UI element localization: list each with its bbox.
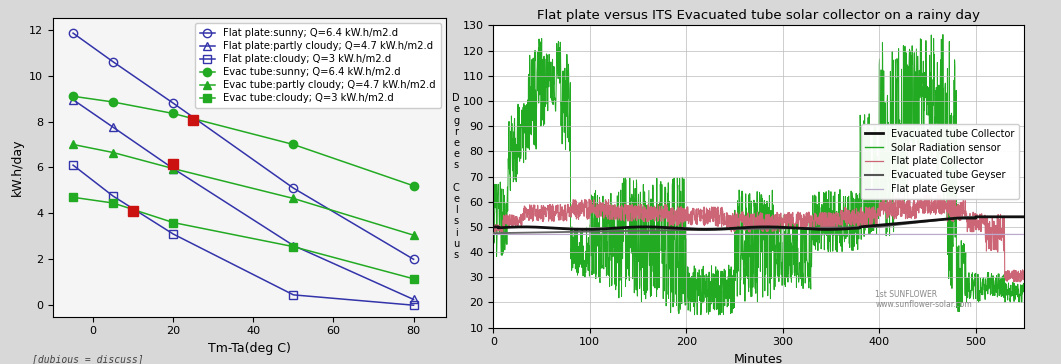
Evac tube:sunny; Q=6.4 kW.h/m2.d [407,183,420,188]
Flat plate Collector [1013,280,1026,284]
Flat plate:partly cloudy; Q=4.7 kW.h/m2.d [288,243,300,248]
Flat plate Collector [745,222,758,227]
Line: Flat plate Collector: Flat plate Collector [493,194,1024,282]
Evac tube:partly cloudy; Q=4.7 kW.h/m2.d [167,166,179,171]
Flat plate:cloudy; Q=3 kW.h/m2.d [167,232,179,236]
Evacuated tube Collector [745,225,758,229]
Evac tube:cloudy; Q=3 kW.h/m2.d [288,245,300,249]
Evacuated tube Geyser [745,227,758,231]
Flat plate:sunny; Q=6.4 kW.h/m2.d [167,101,179,105]
Evacuated tube Geyser [1017,215,1030,219]
Evac tube:cloudy; Q=3 kW.h/m2.d [107,201,120,205]
Flat plate Collector [905,210,918,214]
Title: Flat plate versus ITS Evacuated tube solar collector on a rainy day: Flat plate versus ITS Evacuated tube sol… [537,8,980,21]
Solar Radiation sensor [1003,293,1015,297]
Solar Radiation sensor [515,122,527,127]
Line: Evacuated tube Geyser: Evacuated tube Geyser [493,217,1024,233]
Evacuated tube Geyser [515,230,527,235]
Evac tube:partly cloudy; Q=4.7 kW.h/m2.d [67,142,80,147]
Flat plate Geyser [1017,232,1030,237]
Line: Evac tube:sunny; Q=6.4 kW.h/m2.d: Evac tube:sunny; Q=6.4 kW.h/m2.d [69,92,418,190]
X-axis label: Minutes: Minutes [734,353,783,364]
Evacuated tube Collector [731,226,744,230]
Flat plate Collector [1003,278,1015,282]
Flat plate Collector [515,218,527,222]
Flat plate Geyser [745,232,758,237]
Solar Radiation sensor [745,270,758,274]
Flat plate:cloudy; Q=3 kW.h/m2.d [288,293,300,297]
Text: 1st SUNFLOWER
www.sunflower-solar.com: 1st SUNFLOWER www.sunflower-solar.com [875,290,972,309]
Flat plate Collector [1017,269,1030,273]
Evacuated tube Collector [515,225,527,229]
Evacuated tube Geyser [905,221,918,225]
Text: [dubious = discuss]: [dubious = discuss] [32,354,143,364]
Flat plate:cloudy; Q=3 kW.h/m2.d [67,163,80,167]
Evacuated tube Collector [905,220,918,225]
Line: Evac tube:partly cloudy; Q=4.7 kW.h/m2.d: Evac tube:partly cloudy; Q=4.7 kW.h/m2.d [69,140,418,240]
Line: Solar Radiation sensor: Solar Radiation sensor [493,35,1024,315]
Evac tube:sunny; Q=6.4 kW.h/m2.d [288,142,300,147]
Flat plate:partly cloudy; Q=4.7 kW.h/m2.d [107,125,120,130]
Solar Radiation sensor [731,199,744,203]
Solar Radiation sensor [905,138,918,142]
Line: Evac tube:cloudy; Q=3 kW.h/m2.d: Evac tube:cloudy; Q=3 kW.h/m2.d [69,193,418,283]
Flat plate Geyser [1002,232,1014,237]
Flat plate Collector [1002,269,1014,273]
Legend: Evacuated tube Collector, Solar Radiation sensor, Flat plate Collector, Evacuate: Evacuated tube Collector, Solar Radiatio… [860,124,1019,199]
Flat plate Collector [920,192,933,197]
Evacuated tube Collector [487,225,500,229]
Solar Radiation sensor [1017,288,1030,292]
Flat plate:sunny; Q=6.4 kW.h/m2.d [67,31,80,35]
Flat plate Geyser [515,232,527,237]
Solar Radiation sensor [487,185,500,189]
Evac tube:sunny; Q=6.4 kW.h/m2.d [107,100,120,104]
Evacuated tube Collector [1003,215,1015,219]
X-axis label: Tm-Ta(deg C): Tm-Ta(deg C) [208,342,291,355]
Evac tube:partly cloudy; Q=4.7 kW.h/m2.d [407,233,420,237]
Flat plate:partly cloudy; Q=4.7 kW.h/m2.d [407,297,420,302]
Evacuated tube Geyser [487,231,500,236]
Evac tube:cloudy; Q=3 kW.h/m2.d [167,220,179,225]
Evacuated tube Collector [970,215,982,219]
Flat plate:sunny; Q=6.4 kW.h/m2.d [288,186,300,190]
Solar Radiation sensor [1003,288,1015,293]
Flat plate Geyser [1002,232,1014,237]
Flat plate Geyser [731,232,744,237]
Evacuated tube Collector [1003,215,1015,219]
Flat plate:partly cloudy; Q=4.7 kW.h/m2.d [167,166,179,171]
Line: Flat plate:sunny; Q=6.4 kW.h/m2.d: Flat plate:sunny; Q=6.4 kW.h/m2.d [69,29,418,264]
Flat plate Geyser [905,232,918,237]
Flat plate:cloudy; Q=3 kW.h/m2.d [407,303,420,307]
Evacuated tube Collector [1017,215,1030,219]
Evac tube:partly cloudy; Q=4.7 kW.h/m2.d [107,150,120,155]
Flat plate:cloudy; Q=3 kW.h/m2.d [107,194,120,198]
Flat plate Geyser [487,232,500,237]
Evac tube:partly cloudy; Q=4.7 kW.h/m2.d [288,196,300,201]
Evac tube:sunny; Q=6.4 kW.h/m2.d [167,111,179,116]
Line: Flat plate:cloudy; Q=3 kW.h/m2.d: Flat plate:cloudy; Q=3 kW.h/m2.d [69,161,418,309]
Text: D
e
g
r
e
e
s
 
C
e
l
s
i
u
s: D e g r e e s C e l s i u s [452,93,460,260]
Solar Radiation sensor [937,32,950,37]
Evacuated tube Geyser [1002,215,1014,219]
Evacuated tube Geyser [731,227,744,232]
Flat plate:sunny; Q=6.4 kW.h/m2.d [407,257,420,261]
Flat plate Collector [487,225,500,229]
Solar Radiation sensor [712,313,725,317]
Legend: Flat plate:sunny; Q=6.4 kW.h/m2.d, Flat plate:partly cloudy; Q=4.7 kW.h/m2.d, Fl: Flat plate:sunny; Q=6.4 kW.h/m2.d, Flat … [195,23,440,108]
Evac tube:cloudy; Q=3 kW.h/m2.d [67,195,80,199]
Line: Flat plate:partly cloudy; Q=4.7 kW.h/m2.d: Flat plate:partly cloudy; Q=4.7 kW.h/m2.… [69,95,418,304]
Evacuated tube Geyser [1003,215,1015,219]
Flat plate:partly cloudy; Q=4.7 kW.h/m2.d [67,98,80,102]
Evac tube:cloudy; Q=3 kW.h/m2.d [407,277,420,281]
Evacuated tube Collector [820,227,833,232]
Evacuated tube Geyser [959,215,972,219]
Evac tube:sunny; Q=6.4 kW.h/m2.d [67,94,80,98]
Y-axis label: kW.h/day: kW.h/day [11,139,23,196]
Line: Evacuated tube Collector: Evacuated tube Collector [493,217,1024,229]
Flat plate Collector [731,216,744,220]
Flat plate:sunny; Q=6.4 kW.h/m2.d [107,60,120,64]
